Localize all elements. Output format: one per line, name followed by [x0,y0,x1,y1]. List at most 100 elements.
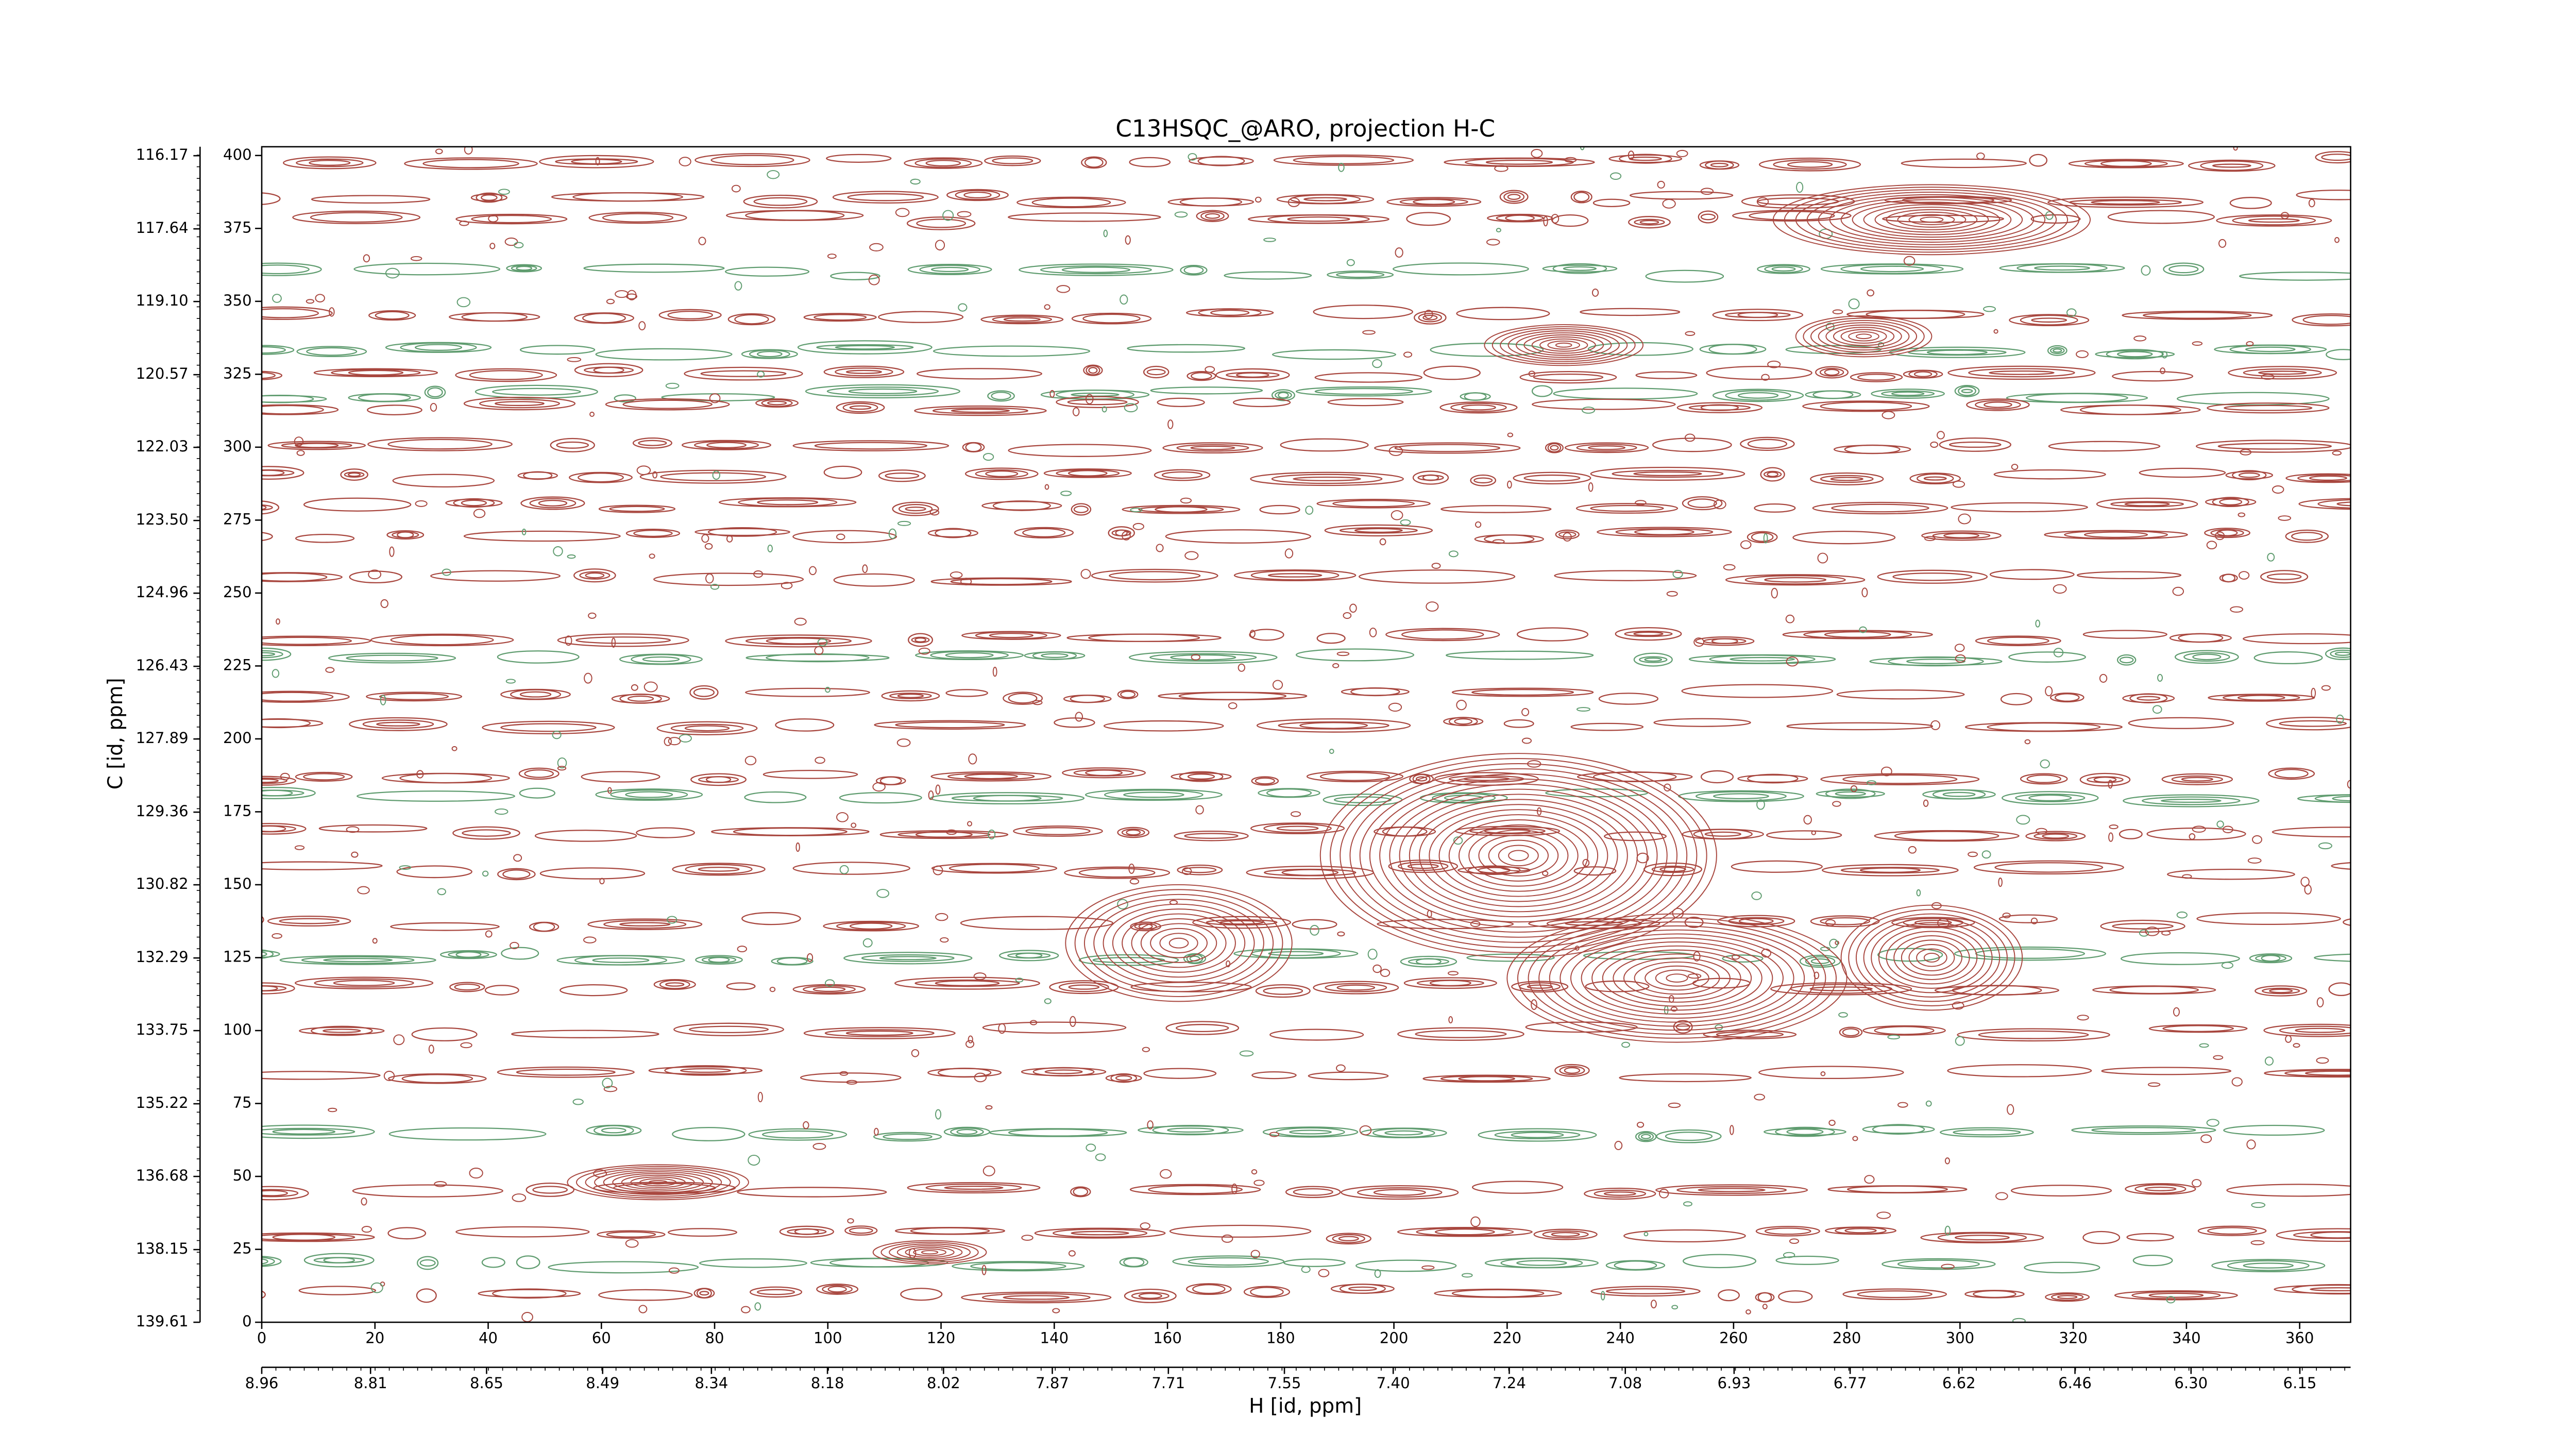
contour [569,471,633,483]
contour [1492,326,1636,364]
contour [392,531,419,538]
contour [999,950,1059,962]
contour [1838,1012,1848,1018]
contour [482,720,615,734]
contour [725,634,872,648]
contour [1633,652,1673,667]
contour [1379,783,1658,928]
contour [2216,529,2238,536]
contour [1105,1074,1142,1083]
contour [329,307,335,317]
contour [1226,960,1231,968]
contour [649,553,655,559]
contour [1973,1290,2016,1298]
contour [1040,265,1152,275]
contour [539,867,646,880]
contour [1818,322,1910,351]
contour [1590,466,1745,481]
contour [1673,1020,1693,1034]
contour [383,1071,395,1081]
contour [1835,791,1866,797]
contour [380,599,388,608]
contour [1248,214,1389,224]
contour [1511,981,1569,993]
contour [1054,717,1095,728]
contour [704,543,713,550]
contour [1559,1066,1585,1075]
contour [1874,1026,1935,1035]
x-tick-label: 260 [1719,1329,1748,1346]
contour [731,184,741,193]
contour [2188,159,2276,172]
contour [502,869,531,879]
contour [935,980,1000,986]
contour [1554,1064,1590,1077]
contour [1908,214,1955,225]
contour [1399,794,1638,918]
contour [1671,1305,1679,1310]
contour [1785,345,1882,355]
contour [2148,1292,2204,1298]
contour [653,979,696,990]
contour [1932,789,1986,800]
contour [1523,474,1581,482]
contour [2238,512,2246,517]
contour [907,1182,1041,1193]
contour [262,861,383,870]
contour [574,363,643,377]
contour [1866,310,1965,319]
contour [280,772,290,781]
contour [2129,693,2168,703]
contour [1955,654,1966,663]
y-tick-label: 200 [223,729,252,747]
contour [931,863,1058,874]
contour [1634,218,1665,226]
contour [262,1190,288,1197]
contour [1924,536,1936,542]
x-tick-label: 80 [705,1329,724,1346]
contour [2221,962,2233,969]
contour [607,787,612,794]
x2-tick-label: 8.81 [354,1374,387,1392]
contour [1384,1130,1423,1136]
contour [2295,1027,2346,1033]
contour [2123,794,2260,807]
contour [462,829,511,837]
contour [2243,1262,2294,1269]
contour [516,265,533,271]
contour [1820,475,1874,483]
contour [700,370,787,377]
contour [1827,1185,1968,1193]
contour [519,787,555,799]
contour [823,465,862,479]
contour [276,618,280,625]
contour [2076,571,2182,580]
contour [1860,265,1924,273]
contour [792,530,897,544]
contour [2049,693,2084,703]
contour [1756,799,1765,810]
contour [2223,1124,2325,1136]
contour [2314,953,2351,962]
contour [1251,776,1279,786]
contour [1143,365,1170,379]
contour [379,693,449,700]
contour [401,1074,473,1084]
contour [1668,1102,1681,1108]
contour [489,243,496,249]
contour [461,312,528,322]
contour [1044,304,1050,310]
contour [2212,163,2251,168]
contour [1700,404,1739,411]
contour [880,1241,979,1263]
x-tick-label: 40 [479,1329,498,1346]
contour [1400,519,1411,526]
contour [1645,269,1724,283]
contour [1430,343,1544,357]
contour [523,471,553,480]
contour [504,238,518,246]
contour [1394,444,1501,452]
contour [2082,630,2167,639]
contour [262,982,295,995]
contour [1456,700,1467,711]
